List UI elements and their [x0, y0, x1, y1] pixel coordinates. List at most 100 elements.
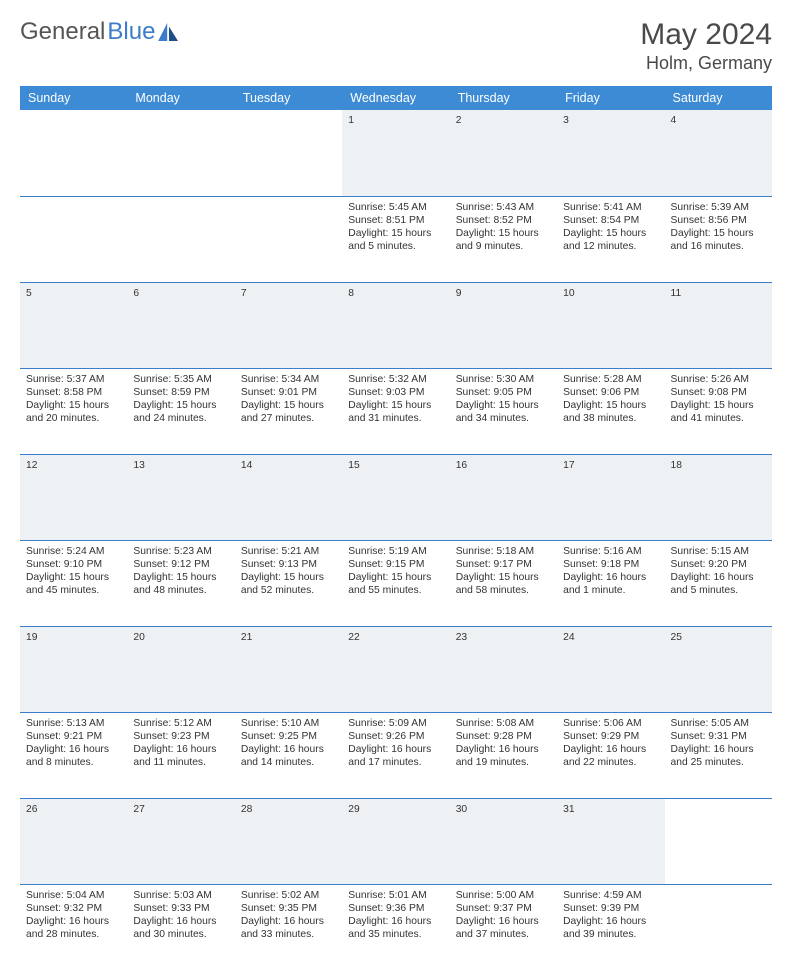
day-cell: Sunrise: 5:23 AMSunset: 9:12 PMDaylight:… — [127, 540, 234, 626]
day-cell: Sunrise: 5:09 AMSunset: 9:26 PMDaylight:… — [342, 712, 449, 798]
day-cell-line: and 55 minutes. — [348, 584, 443, 597]
day-number: 25 — [665, 626, 772, 712]
day-cell — [235, 196, 342, 282]
day-cell-line: Sunset: 8:58 PM — [26, 386, 121, 399]
day-cell-line: Sunset: 9:12 PM — [133, 558, 228, 571]
col-wednesday: Wednesday — [342, 86, 449, 110]
day-cell: Sunrise: 5:08 AMSunset: 9:28 PMDaylight:… — [450, 712, 557, 798]
day-cell: Sunrise: 5:01 AMSunset: 9:36 PMDaylight:… — [342, 884, 449, 970]
day-cell: Sunrise: 5:15 AMSunset: 9:20 PMDaylight:… — [665, 540, 772, 626]
day-cell-line: and 35 minutes. — [348, 928, 443, 941]
day-cell-line: and 17 minutes. — [348, 756, 443, 769]
brand-part2: Blue — [107, 18, 155, 46]
day-cell-line: Sunset: 9:25 PM — [241, 730, 336, 743]
day-cell: Sunrise: 5:28 AMSunset: 9:06 PMDaylight:… — [557, 368, 664, 454]
day-number: 15 — [342, 454, 449, 540]
day-cell-line: and 5 minutes. — [671, 584, 766, 597]
day-cell: Sunrise: 5:37 AMSunset: 8:58 PMDaylight:… — [20, 368, 127, 454]
day-cell-line: Sunrise: 5:45 AM — [348, 201, 443, 214]
day-cell-line: Sunrise: 5:13 AM — [26, 717, 121, 730]
day-number: 3 — [557, 110, 664, 196]
day-cell-line: Sunrise: 5:26 AM — [671, 373, 766, 386]
day-number: 7 — [235, 282, 342, 368]
day-cell-line: Sunset: 8:51 PM — [348, 214, 443, 227]
day-number: 13 — [127, 454, 234, 540]
day-number — [20, 110, 127, 196]
day-cell-line: Sunset: 9:32 PM — [26, 902, 121, 915]
day-number-row: 12131415161718 — [20, 454, 772, 540]
day-number: 8 — [342, 282, 449, 368]
day-number: 30 — [450, 798, 557, 884]
col-saturday: Saturday — [665, 86, 772, 110]
day-cell-line: Daylight: 16 hours — [348, 915, 443, 928]
brand-part1: General — [20, 18, 105, 46]
day-cell-line: Daylight: 15 hours — [671, 399, 766, 412]
day-cell-line: Sunrise: 5:28 AM — [563, 373, 658, 386]
day-cell-line: and 8 minutes. — [26, 756, 121, 769]
day-cell: Sunrise: 5:24 AMSunset: 9:10 PMDaylight:… — [20, 540, 127, 626]
day-cell-line: Sunrise: 5:34 AM — [241, 373, 336, 386]
day-number: 19 — [20, 626, 127, 712]
day-number: 29 — [342, 798, 449, 884]
day-cell: Sunrise: 5:34 AMSunset: 9:01 PMDaylight:… — [235, 368, 342, 454]
day-cell-line: Sunrise: 4:59 AM — [563, 889, 658, 902]
day-cell-line: Sunset: 9:10 PM — [26, 558, 121, 571]
day-cell: Sunrise: 5:45 AMSunset: 8:51 PMDaylight:… — [342, 196, 449, 282]
day-number: 23 — [450, 626, 557, 712]
day-number-row: 567891011 — [20, 282, 772, 368]
day-cell-line: and 58 minutes. — [456, 584, 551, 597]
day-cell-line: Daylight: 16 hours — [133, 743, 228, 756]
day-number: 18 — [665, 454, 772, 540]
day-number: 6 — [127, 282, 234, 368]
day-cell-line: Sunset: 9:20 PM — [671, 558, 766, 571]
day-cell-line: Sunset: 9:08 PM — [671, 386, 766, 399]
day-cell-line: and 48 minutes. — [133, 584, 228, 597]
day-cell: Sunrise: 5:16 AMSunset: 9:18 PMDaylight:… — [557, 540, 664, 626]
day-cell-line: Daylight: 15 hours — [26, 571, 121, 584]
day-cell-line: Daylight: 15 hours — [456, 227, 551, 240]
day-number: 22 — [342, 626, 449, 712]
day-number-row: 262728293031 — [20, 798, 772, 884]
month-title: May 2024 — [640, 18, 772, 51]
sail-icon — [158, 23, 180, 41]
day-cell: Sunrise: 5:06 AMSunset: 9:29 PMDaylight:… — [557, 712, 664, 798]
day-cell-line: Sunrise: 5:30 AM — [456, 373, 551, 386]
day-cell-line: Sunrise: 5:18 AM — [456, 545, 551, 558]
day-number — [665, 798, 772, 884]
day-cell-line: Daylight: 15 hours — [456, 571, 551, 584]
day-number: 5 — [20, 282, 127, 368]
day-number-row: 1234 — [20, 110, 772, 196]
day-cell-line: and 45 minutes. — [26, 584, 121, 597]
day-cell: Sunrise: 5:00 AMSunset: 9:37 PMDaylight:… — [450, 884, 557, 970]
day-cell-line: Daylight: 16 hours — [348, 743, 443, 756]
day-cell-line: and 31 minutes. — [348, 412, 443, 425]
day-cell-line: Sunrise: 5:01 AM — [348, 889, 443, 902]
day-number: 16 — [450, 454, 557, 540]
day-cell-line: Sunrise: 5:02 AM — [241, 889, 336, 902]
day-number: 4 — [665, 110, 772, 196]
title-block: May 2024 Holm, Germany — [640, 18, 772, 74]
day-cell-line: and 37 minutes. — [456, 928, 551, 941]
day-cell-line: Sunrise: 5:41 AM — [563, 201, 658, 214]
day-cell-line: and 30 minutes. — [133, 928, 228, 941]
day-cell-line: Sunset: 9:21 PM — [26, 730, 121, 743]
day-cell-line: Daylight: 15 hours — [563, 399, 658, 412]
day-content-row: Sunrise: 5:04 AMSunset: 9:32 PMDaylight:… — [20, 884, 772, 970]
day-cell-line: Daylight: 15 hours — [26, 399, 121, 412]
day-cell-line: Sunset: 9:29 PM — [563, 730, 658, 743]
col-sunday: Sunday — [20, 86, 127, 110]
day-number: 28 — [235, 798, 342, 884]
day-cell: Sunrise: 5:41 AMSunset: 8:54 PMDaylight:… — [557, 196, 664, 282]
day-cell-line: and 20 minutes. — [26, 412, 121, 425]
day-cell-line: Daylight: 16 hours — [26, 743, 121, 756]
day-cell-line: Daylight: 15 hours — [133, 571, 228, 584]
day-number: 12 — [20, 454, 127, 540]
day-name-row: Sunday Monday Tuesday Wednesday Thursday… — [20, 86, 772, 110]
col-thursday: Thursday — [450, 86, 557, 110]
col-monday: Monday — [127, 86, 234, 110]
day-cell-line: and 25 minutes. — [671, 756, 766, 769]
day-cell-line: Sunrise: 5:37 AM — [26, 373, 121, 386]
day-cell-line: and 33 minutes. — [241, 928, 336, 941]
day-cell-line: Sunset: 9:28 PM — [456, 730, 551, 743]
day-cell-line: Sunrise: 5:12 AM — [133, 717, 228, 730]
